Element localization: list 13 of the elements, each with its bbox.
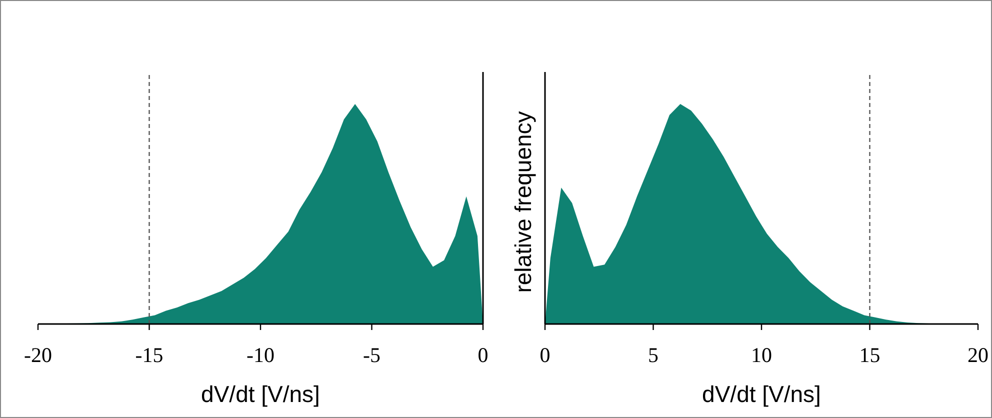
- x-tick-label: 20: [968, 343, 988, 367]
- y-axis-title: relative frequency: [510, 110, 536, 293]
- x-axis-title: dV/dt [V/ns]: [201, 381, 320, 407]
- x-tick-label: 5: [648, 343, 658, 367]
- x-tick-label: 0: [540, 343, 550, 367]
- x-tick-label: -20: [24, 343, 52, 367]
- x-tick-label: -15: [135, 343, 164, 367]
- x-tick-label: -5: [363, 343, 380, 367]
- x-tick-label: 10: [751, 343, 772, 367]
- x-tick-label: -10: [246, 343, 274, 367]
- x-axis-title: dV/dt [V/ns]: [702, 381, 821, 407]
- x-tick-label: 15: [859, 343, 880, 367]
- x-tick-label: 0: [478, 343, 488, 367]
